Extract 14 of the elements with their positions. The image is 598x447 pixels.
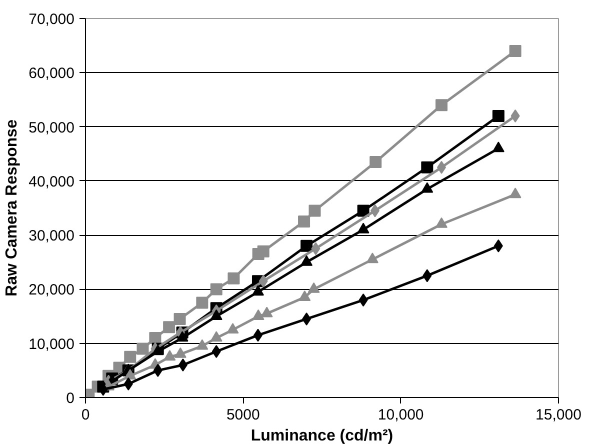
x-tick-label: 15,000 [536,406,582,424]
x-tick-label: 10,000 [378,406,424,424]
y-tick-label: 20,000 [28,282,75,299]
y-axis-title: Raw Camera Response [4,119,21,296]
x-tick-label: 0 [81,406,90,424]
y-tick-label: 10,000 [28,336,75,353]
y-tick-label: 60,000 [28,65,75,82]
y-tick-label: 30,000 [28,228,75,245]
x-tick-label: 5000 [226,406,260,424]
y-tick-label: 40,000 [28,173,75,190]
y-tick-label: 70,000 [28,11,75,28]
y-tick-label: 50,000 [28,119,75,136]
y-tick-label: 0 [66,390,74,407]
x-axis-title: Luminance (cd/m²) [250,428,394,444]
